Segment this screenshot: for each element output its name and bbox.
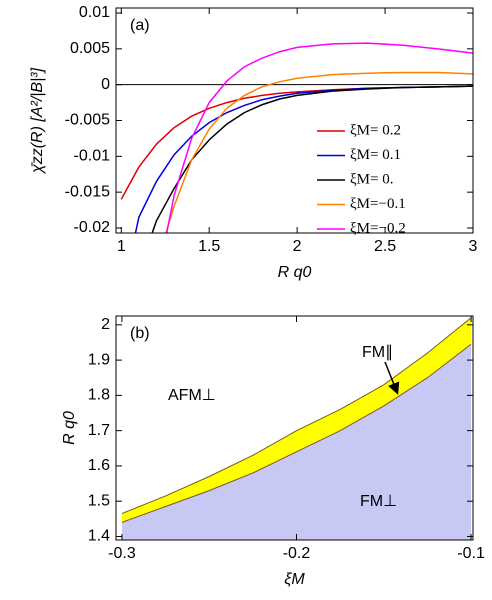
region-label: FM∥	[362, 344, 393, 361]
x-axis-label: ξM	[284, 571, 305, 588]
y-tick-label: 0.005	[70, 40, 110, 57]
label-arrow	[384, 361, 400, 395]
plot-frame	[115, 315, 474, 541]
x-tick-label: -0.3	[108, 545, 136, 562]
y-tick-label: 1.7	[88, 422, 110, 439]
plot-area	[116, 42, 473, 233]
y-tick-label: 2	[101, 316, 110, 333]
y-tick-label: 0.01	[79, 4, 110, 21]
y-tick-label: 1.8	[88, 387, 110, 404]
y-tick-label: 1.9	[88, 351, 110, 368]
y-tick-label: -0.015	[65, 183, 110, 200]
legend-label: ξM=−0.2	[350, 220, 406, 236]
region-label: FM⊥	[360, 493, 397, 510]
x-tick-label: 2	[293, 238, 302, 255]
x-tick-label: 2.5	[374, 238, 396, 255]
y-tick-label: 1.5	[88, 492, 110, 509]
y-tick-label: -0.005	[65, 112, 110, 129]
plot-frame	[115, 7, 474, 234]
boundary-line	[121, 343, 472, 523]
legend-label: ξM= 0.2	[350, 122, 401, 138]
y-axis-label: R q0	[61, 411, 78, 445]
x-axis-label: R q0	[278, 264, 312, 281]
x-tick-label: 3	[469, 238, 478, 255]
series-line	[165, 71, 473, 233]
y-tick-label: 1.4	[88, 528, 110, 545]
boundary-line	[121, 317, 472, 515]
legend-label: ξM= 0.1	[350, 147, 401, 163]
panel-label: (a)	[130, 17, 150, 34]
plot-area	[121, 317, 472, 540]
region	[121, 317, 472, 523]
series-line	[120, 85, 473, 200]
y-axis-label: χ̄zz(R) [A²/|B|³]	[29, 67, 46, 175]
y-tick-label: 0	[101, 76, 110, 93]
region-label: AFM⊥	[168, 387, 216, 404]
x-tick-label: -0.2	[283, 545, 311, 562]
legend-label: ξM=−0.1	[350, 196, 406, 212]
x-tick-label: 1	[117, 238, 126, 255]
x-tick-label: -0.1	[457, 545, 485, 562]
y-tick-label: -0.01	[74, 148, 111, 165]
y-tick-label: -0.02	[74, 219, 111, 236]
panel-label: (b)	[130, 325, 150, 342]
series-line	[151, 85, 473, 233]
y-tick-label: 1.6	[88, 457, 110, 474]
series-line	[165, 42, 473, 233]
x-tick-label: 1.5	[198, 238, 220, 255]
legend-label: ξM= 0.	[350, 171, 393, 187]
